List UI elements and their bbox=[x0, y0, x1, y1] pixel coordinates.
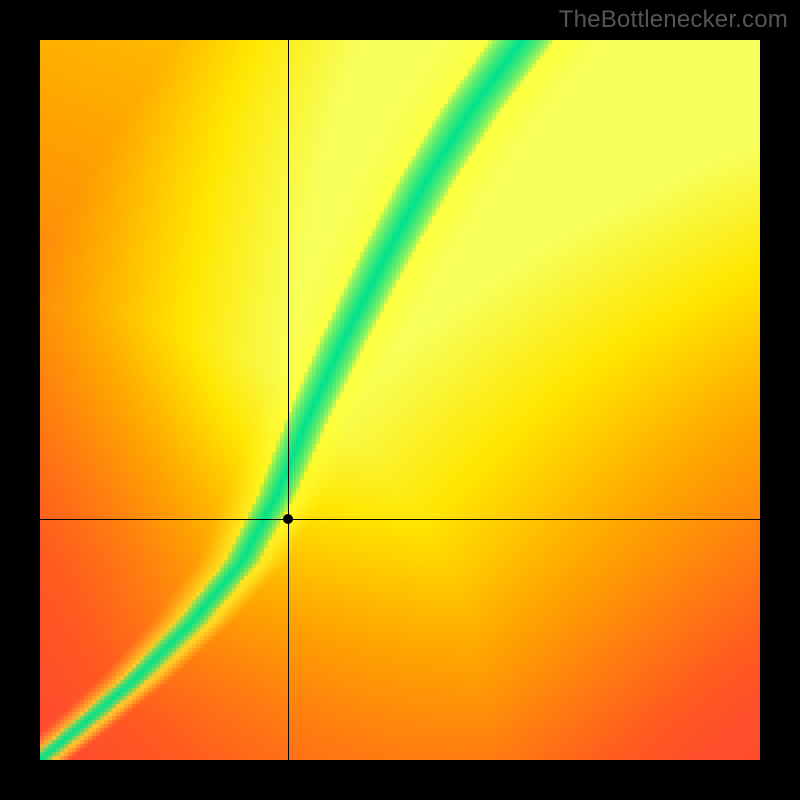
chart-container: { "watermark": { "text": "TheBottlenecke… bbox=[0, 0, 800, 800]
crosshair-vertical bbox=[288, 40, 289, 760]
heatmap-plot-area bbox=[40, 40, 760, 760]
watermark-text: TheBottlenecker.com bbox=[559, 6, 788, 34]
heatmap-canvas bbox=[40, 40, 760, 760]
marker-dot bbox=[283, 514, 293, 524]
crosshair-horizontal bbox=[40, 519, 760, 520]
